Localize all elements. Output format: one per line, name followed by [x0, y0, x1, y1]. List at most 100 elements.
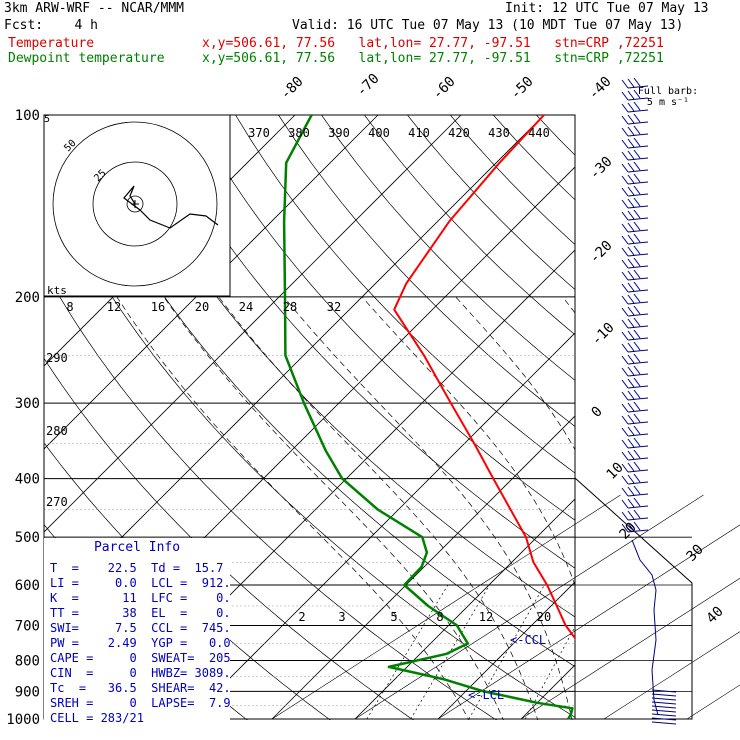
- moist-adiabat: [283, 296, 573, 720]
- dry-adiabat: [579, 115, 740, 732]
- wind-barb: [621, 317, 649, 329]
- extension-isotherm: [437, 524, 740, 720]
- isotherm-line: [44, 115, 462, 533]
- parcel-row: CAPE = 0 SWEAT= 205: [50, 651, 231, 665]
- dry-adiabat: [278, 115, 575, 427]
- moist-adiabat: [116, 296, 470, 720]
- wind-barb: [621, 353, 649, 365]
- pressure-label: 300: [15, 396, 40, 412]
- theta-label: 430: [488, 126, 510, 140]
- mixing-ratio-label: 20: [537, 610, 551, 624]
- temp-axis-label: -20: [587, 238, 616, 267]
- wind-barb: [621, 281, 649, 293]
- barb-legend-title: Full barb:: [638, 86, 698, 97]
- temperature-location: x,y=506.61, 77.56 lat,lon= 27.77, -97.51…: [202, 36, 664, 51]
- dry-adiabat: [44, 171, 575, 718]
- theta-label: 400: [368, 126, 390, 140]
- temp-axis-label: 40: [704, 604, 727, 627]
- barb-legend-units: 5 m s⁻¹: [647, 97, 689, 108]
- wind-barb-low: [651, 701, 677, 705]
- parcel-row: T = 22.5 Td = 15.7: [50, 561, 224, 575]
- hodograph-units: kts: [47, 284, 67, 297]
- wind-barb: [621, 473, 649, 485]
- dewpoint-line: [282, 115, 574, 720]
- hodograph-trace: [123, 185, 219, 229]
- dry-adiabat: [665, 115, 740, 732]
- parcel-row: CIN = 0 HWBZ= 3089.: [50, 666, 231, 680]
- wind-barb: [621, 89, 649, 101]
- wind-speed-label: 32: [327, 300, 341, 314]
- wind-barb: [621, 389, 649, 401]
- wind-barb: [621, 173, 649, 185]
- isotherm-line: [44, 115, 379, 450]
- dry-adiabat: [192, 115, 575, 521]
- wind-barb: [621, 497, 649, 509]
- temp-axis-label: 0: [589, 404, 606, 421]
- lcl-marker: <-LCL: [468, 688, 504, 702]
- wind-barb: [621, 509, 649, 521]
- wind-barb: [621, 209, 649, 221]
- dry-adiabat: [44, 268, 498, 720]
- dry-adiabat: [364, 115, 575, 336]
- mixing-ratio-line: [366, 584, 449, 720]
- wind-barb: [621, 293, 649, 305]
- wind-barb: [621, 149, 649, 161]
- wind-speed-label: 16: [151, 300, 165, 314]
- parcel-row: TT = 38 EL = 0.: [50, 606, 231, 620]
- isotherm-line: [354, 498, 575, 720]
- isotherm-line: [687, 115, 740, 719]
- dry-adiabat: [63, 115, 575, 667]
- wind-barb: [621, 425, 649, 437]
- wind-barb: [621, 185, 649, 197]
- plot-frame: [43, 114, 576, 720]
- theta-label: 410: [408, 126, 430, 140]
- pressure-label: 700: [15, 618, 40, 634]
- wind-barb: [621, 77, 649, 89]
- mixing-ratio-label: 12: [479, 610, 493, 624]
- hodograph-label-5: 5: [44, 114, 50, 125]
- hodograph-ring-50: [52, 121, 218, 287]
- parcel-info-title: Parcel Info: [93, 540, 181, 555]
- wind-speed-label: 24: [239, 300, 253, 314]
- isotherm-line: [188, 332, 575, 720]
- extension-isotherm: [354, 494, 704, 720]
- dewpoint-legend: Dewpoint temperature: [8, 51, 165, 66]
- pressure-label: 400: [15, 472, 40, 488]
- forecast-hour: Fcst: 4 h: [4, 18, 98, 33]
- moist-adiabat: [455, 296, 575, 451]
- wind-barb: [621, 329, 649, 341]
- mixing-ratio-label: 8: [436, 610, 443, 624]
- moist-adiabat: [361, 296, 575, 587]
- temperature-legend: Temperature: [8, 36, 95, 51]
- wind-barb: [621, 197, 649, 209]
- wind-barb-low: [651, 713, 677, 717]
- wind-barb: [621, 113, 649, 125]
- theta-side-label: 290: [46, 351, 68, 365]
- mixing-ratio-line: [410, 584, 490, 720]
- wind-barb: [621, 137, 649, 149]
- isotherm-line: [44, 115, 545, 616]
- wind-barb: [621, 305, 649, 317]
- isotherm-line: [271, 415, 575, 720]
- temp-axis-label: -10: [589, 320, 618, 349]
- parcel-row: K = 11 LFC = 0.: [50, 591, 231, 605]
- dry-adiabat: [622, 115, 740, 732]
- mixing-ratio-lines: [366, 584, 575, 720]
- parcel-row: Tc = 36.5 SHEAR= 42.: [50, 681, 231, 695]
- mixing-ratio-line: [468, 584, 545, 720]
- dewpoint-location: x,y=506.61, 77.56 lat,lon= 27.77, -97.51…: [202, 51, 664, 66]
- dry-adiabat: [321, 115, 575, 381]
- pressure-label: 500: [15, 530, 40, 546]
- temp-axis-label: 10: [604, 460, 627, 483]
- wind-barb: [621, 161, 649, 173]
- theta-label: 390: [328, 126, 350, 140]
- wind-barb-low: [651, 693, 677, 697]
- wind-barb: [621, 233, 649, 245]
- hodograph-ring-25: [92, 161, 178, 247]
- wind-speed-label: 20: [195, 300, 209, 314]
- hodograph-ring-5: [126, 195, 144, 213]
- wind-barb: [621, 341, 649, 353]
- wind-barb: [621, 413, 649, 425]
- init-time: Init: 12 UTC Tue 07 May 13: [505, 1, 709, 16]
